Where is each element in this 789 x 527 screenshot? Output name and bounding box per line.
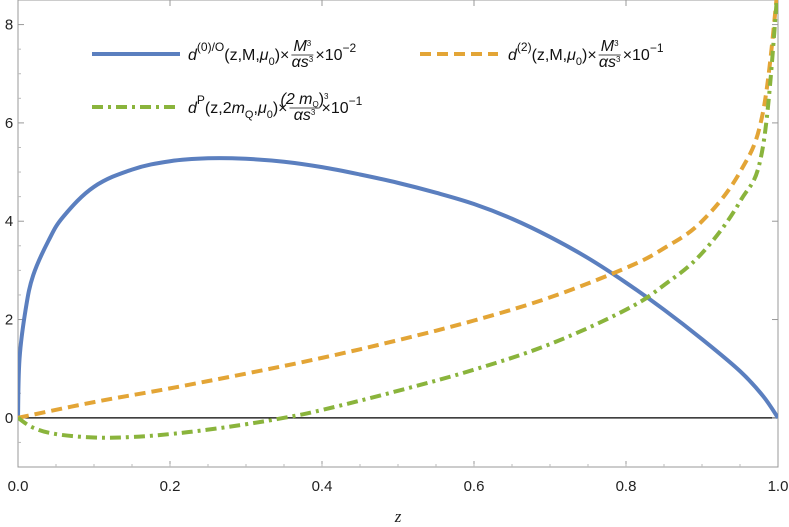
y-tick-label: 0 bbox=[5, 410, 13, 427]
legend-label-2: d(2)(z,M,μ0)× bbox=[508, 40, 597, 68]
legend-frac-den-1: αs3 bbox=[292, 54, 314, 71]
legend-frac-den-2: αs3 bbox=[599, 54, 621, 71]
legend-label-3: dP(z,2mQ,μ0)× bbox=[188, 93, 288, 121]
legend-scale-3: ×10−1 bbox=[322, 94, 363, 117]
series-line-1 bbox=[18, 156, 778, 419]
x-axis-title: z bbox=[394, 507, 402, 526]
y-tick-label: 2 bbox=[5, 312, 13, 329]
x-tick-label: 1.0 bbox=[768, 478, 789, 495]
series-line-2 bbox=[18, 0, 778, 420]
legend-frac-den-3: αs3 bbox=[294, 107, 316, 124]
legend-frac-num-1: M3 bbox=[293, 38, 311, 55]
x-tick-label: 0.4 bbox=[312, 478, 333, 495]
x-tick-label: 0.0 bbox=[8, 478, 29, 495]
x-tick-label: 0.6 bbox=[464, 478, 485, 495]
legend-frac-num-2: M3 bbox=[601, 38, 619, 55]
y-tick-label: 6 bbox=[5, 115, 13, 132]
x-tick-label: 0.2 bbox=[160, 478, 181, 495]
legend-frac-num-3: (2 mQ)3 bbox=[280, 91, 329, 109]
y-tick-label: 4 bbox=[5, 213, 13, 230]
plot-frame bbox=[17, 0, 779, 468]
legend-label-1: d(0)/O(z,M,μ0)× bbox=[188, 40, 289, 68]
axis-ticks: 0.0 0.2 0.4 0.6 0.8 1.0 0 2 4 6 8 bbox=[5, 0, 789, 495]
x-tick-label: 0.8 bbox=[616, 478, 637, 495]
series-line-3 bbox=[18, 0, 778, 440]
legend-scale-2: ×10−1 bbox=[623, 41, 664, 64]
series-layer bbox=[18, 0, 778, 440]
legend-scale-1: ×10−2 bbox=[315, 41, 356, 64]
y-tick-label: 8 bbox=[5, 17, 13, 34]
